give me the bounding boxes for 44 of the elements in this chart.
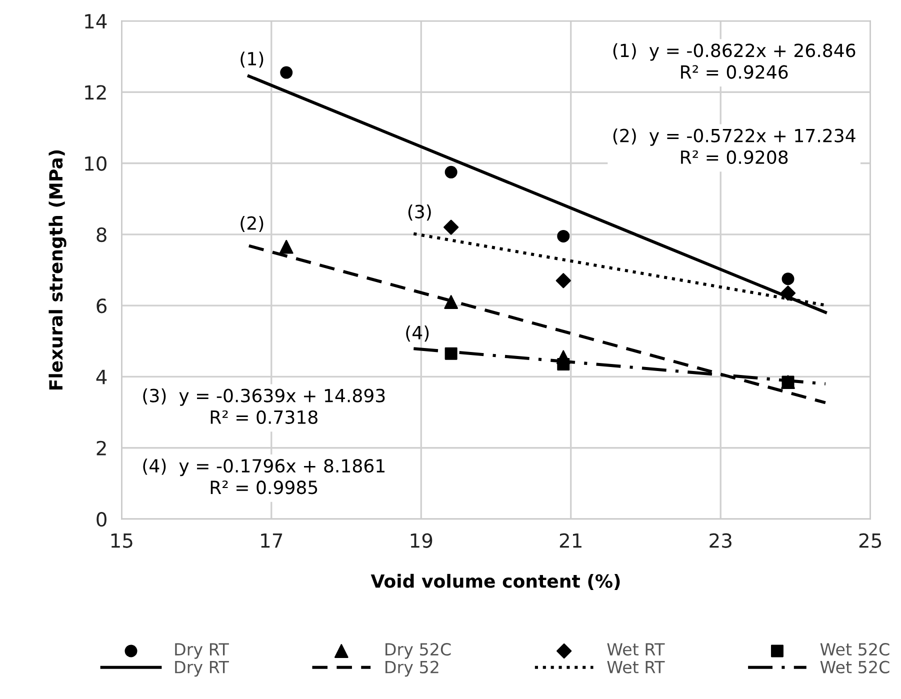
point <box>782 272 794 286</box>
point <box>782 376 794 388</box>
annotation: (1) <box>240 52 264 68</box>
point <box>279 240 294 254</box>
y-tick-label: 0 <box>96 512 106 527</box>
y-tick-label: 8 <box>96 227 106 242</box>
annotation: (3) y = -0.3639x + 14.893 R² = 0.7318 <box>143 388 385 424</box>
point <box>556 273 571 288</box>
point <box>557 230 570 242</box>
point <box>444 295 458 309</box>
annotation: (2) y = -0.5722x + 17.234 R² = 0.9208 <box>613 128 856 164</box>
annotation: (4) y = -0.1796x + 8.1861 R² = 0.9985 <box>143 458 384 494</box>
x-tick-label: 19 <box>410 533 432 548</box>
x-tick-label: 15 <box>111 533 132 548</box>
legend-label: Dry 52 <box>386 660 438 677</box>
y-tick-label: 10 <box>85 156 106 171</box>
y-tick-label: 6 <box>96 298 107 314</box>
y-tick-label: 4 <box>96 370 107 384</box>
x-tick-label: 23 <box>710 533 732 548</box>
legend-label: Wet 52C <box>820 660 890 674</box>
point <box>444 347 458 360</box>
annotation: (4) <box>406 326 429 342</box>
annotation: (3) <box>408 204 431 221</box>
x-tick-label: 21 <box>560 533 582 548</box>
legend-label: Wet RT <box>607 661 665 674</box>
legend-label: Dry 52C <box>386 643 451 659</box>
legend-label: Dry RT <box>175 661 229 677</box>
y-tick-label: 2 <box>96 440 106 456</box>
y-tick-label: 12 <box>85 85 106 100</box>
point <box>444 220 459 235</box>
y-tick-label: 14 <box>85 14 107 28</box>
point <box>280 66 293 79</box>
x-tick-label: 17 <box>261 533 282 548</box>
annotation: (2) <box>240 216 264 232</box>
legend-label: Wet 52C <box>820 643 890 656</box>
point <box>444 166 458 178</box>
point <box>557 358 570 371</box>
legend-label: Wet RT <box>607 643 665 656</box>
x-axis-title: Void volume content (%) <box>370 574 620 590</box>
point <box>780 286 796 301</box>
y-axis-title: Flexural strength (MPa) <box>48 150 66 390</box>
legend-label: Dry RT <box>175 643 229 659</box>
annotation: (1) y = -0.8622x + 26.846 R² = 0.9246 <box>613 43 856 79</box>
x-tick-label: 25 <box>859 533 882 548</box>
